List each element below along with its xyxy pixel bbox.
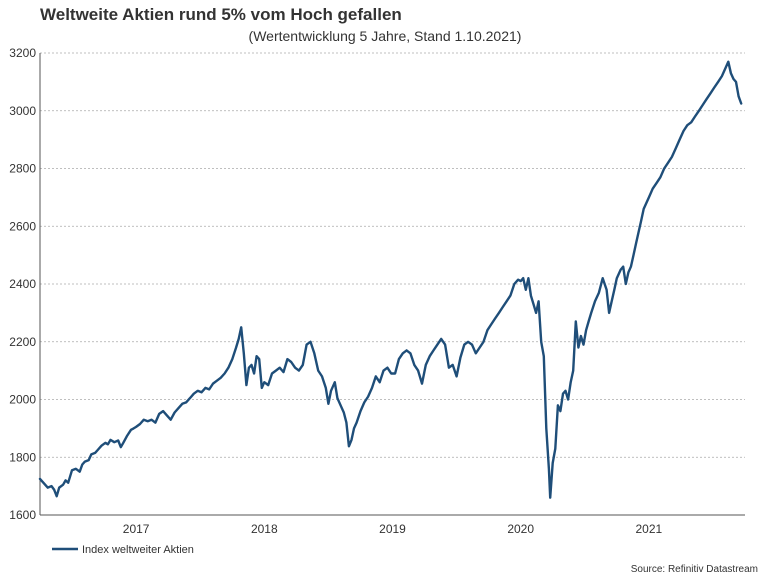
x-tick-label: 2020	[507, 522, 534, 536]
source-note: Source: Refinitiv Datastream	[631, 564, 758, 575]
y-tick-label: 2800	[9, 162, 36, 176]
legend-label: Index weltweiter Aktien	[82, 544, 194, 556]
chart-subtitle: (Wertentwicklung 5 Jahre, Stand 1.10.202…	[249, 28, 522, 44]
y-tick-label: 3000	[9, 104, 36, 118]
series-group	[38, 60, 743, 499]
y-tick-label: 3200	[9, 46, 36, 60]
x-tick-label: 2017	[123, 522, 150, 536]
grid	[40, 52, 745, 458]
y-tick-label: 1600	[9, 508, 36, 522]
legend: Index weltweiter Aktien	[52, 544, 194, 556]
y-axis: 1600 1800 2000 2200 2400 2600 2800 3000 3200	[9, 46, 41, 522]
x-tick-label: 2018	[251, 522, 278, 536]
series-line	[38, 60, 743, 499]
y-tick-label: 2200	[9, 335, 36, 349]
x-tick-label: 2019	[379, 522, 406, 536]
y-tick-label: 1800	[9, 450, 36, 464]
x-tick-label: 2021	[636, 522, 663, 536]
y-tick-label: 2000	[9, 393, 36, 407]
x-axis: 2017 2018 2019 2020 2021	[40, 514, 745, 536]
y-tick-label: 2600	[9, 219, 36, 233]
chart-title: Weltweite Aktien rund 5% vom Hoch gefall…	[40, 5, 402, 24]
y-tick-label: 2400	[9, 277, 36, 291]
